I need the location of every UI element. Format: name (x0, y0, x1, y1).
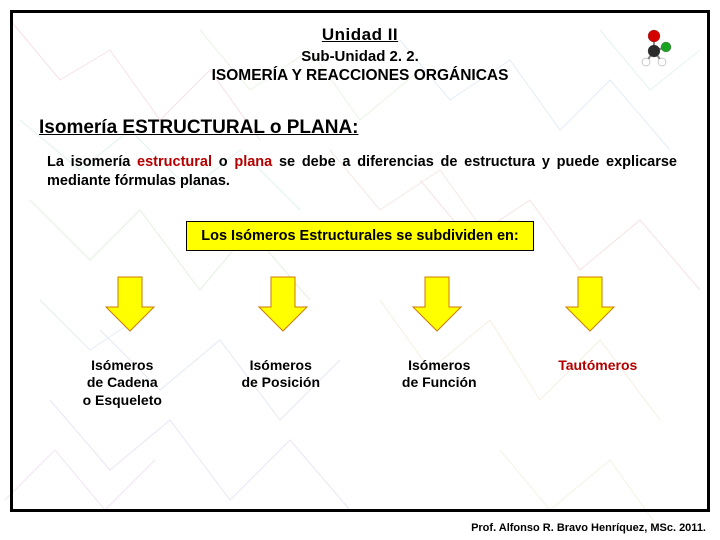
down-arrow-icon (253, 273, 313, 335)
down-arrow-icon (100, 273, 160, 335)
desc-text-pre: La isomería (47, 154, 137, 170)
subdivide-box-wrap: Los Isómeros Estructurales se subdividen… (33, 221, 687, 251)
molecule-icon (633, 27, 675, 69)
down-arrow-icon (407, 273, 467, 335)
arrow-column (360, 273, 514, 335)
section-title: Isomería ESTRUCTURAL o PLANA: (39, 117, 687, 139)
down-arrow-icon (560, 273, 620, 335)
footer-credit: Prof. Alfonso R. Bravo Henríquez, MSc. 2… (471, 522, 706, 534)
description-paragraph: La isomería estructural o plana se debe … (47, 153, 677, 191)
subdivide-box: Los Isómeros Estructurales se subdividen… (186, 221, 534, 251)
arrows-row (33, 273, 687, 335)
unit-title: Unidad II (33, 25, 687, 45)
slide-frame: Unidad II Sub-Unidad 2. 2. ISOMERÍA Y RE… (10, 10, 710, 512)
category-label: Isómerosde Cadenao Esqueleto (43, 357, 202, 410)
labels-row: Isómerosde Cadenao EsqueletoIsómerosde P… (33, 357, 687, 410)
category-label: Isómerosde Posición (202, 357, 361, 410)
arrow-column (53, 273, 207, 335)
category-label: Tautómeros (519, 357, 678, 410)
arrow-column (514, 273, 668, 335)
arrow-column (207, 273, 361, 335)
course-title: ISOMERÍA Y REACCIONES ORGÁNICAS (33, 67, 687, 85)
desc-highlight-1: estructural (137, 154, 212, 170)
desc-text-mid1: o (212, 154, 234, 170)
category-label: Isómerosde Función (360, 357, 519, 410)
desc-highlight-2: plana (234, 154, 272, 170)
sub-unit-label: Sub-Unidad 2. 2. (33, 48, 687, 65)
header-block: Unidad II Sub-Unidad 2. 2. ISOMERÍA Y RE… (33, 25, 687, 85)
